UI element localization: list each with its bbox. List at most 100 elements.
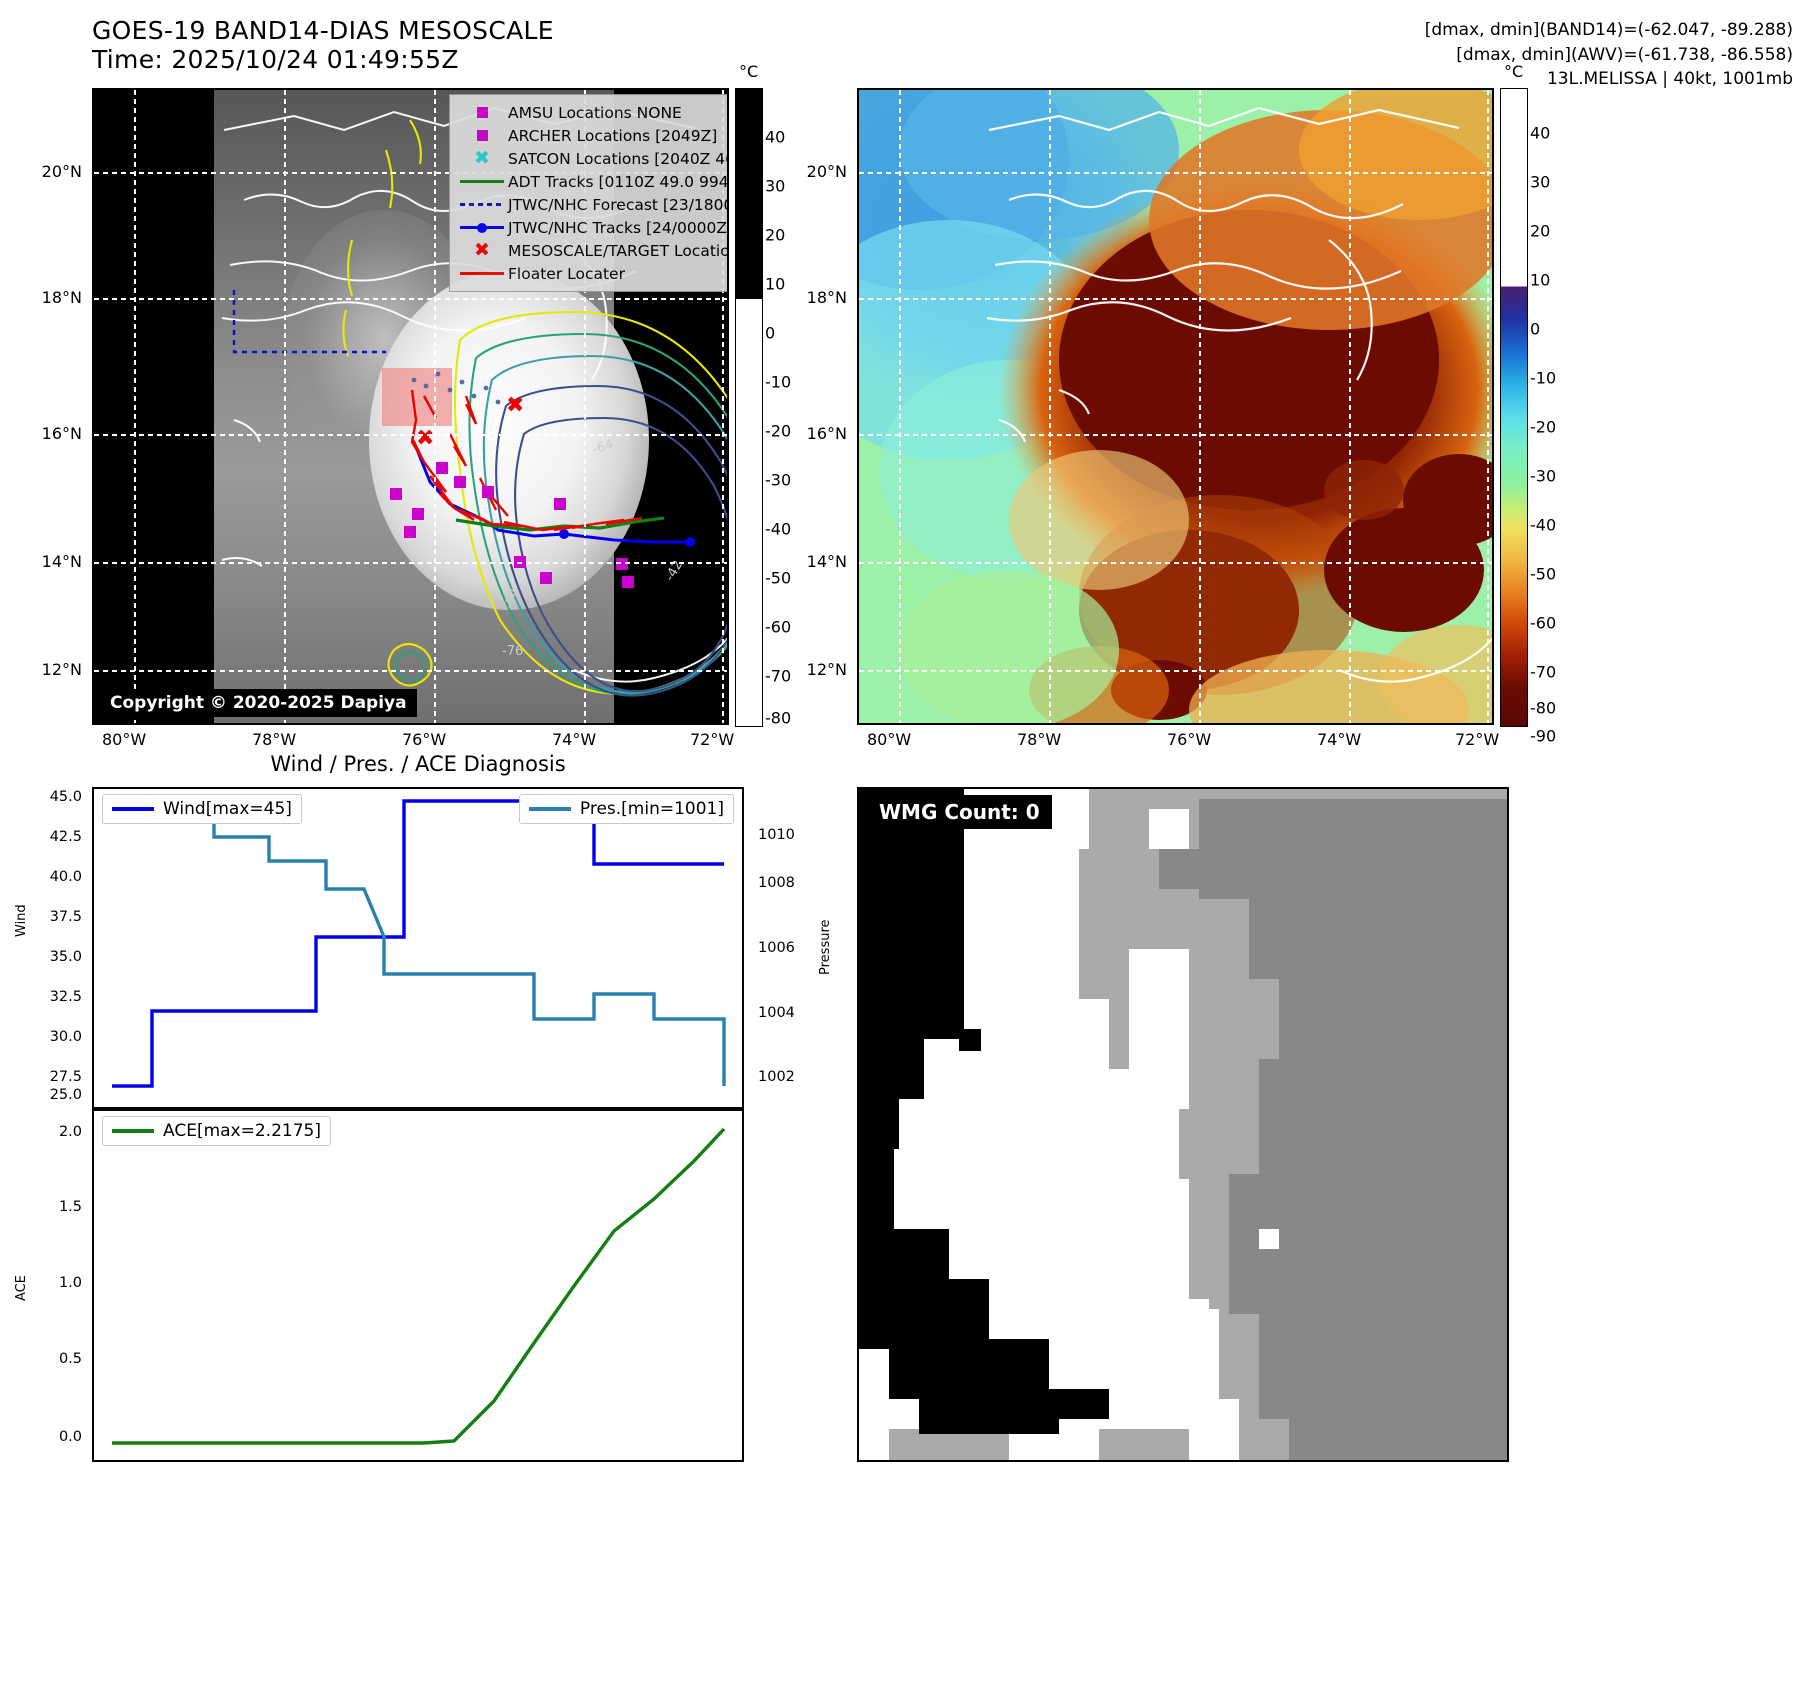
grid-line-horizontal: [859, 172, 1492, 174]
cb-tick: -50: [765, 568, 792, 588]
storm-track-paths: ✖ ✖: [232, 290, 695, 588]
cb-tick: -70: [1530, 662, 1557, 682]
legend-item[interactable]: AMSU Locations NONE: [456, 101, 727, 124]
legend-label: JTWC/NHC Tracks [24/0000Z]: [508, 218, 729, 237]
wv-coastline-paths: [986, 106, 1492, 683]
ace-legend-swatch: [112, 1129, 154, 1133]
amsu-square-icon: [456, 107, 508, 118]
legend-item[interactable]: JTWC/NHC Tracks [24/0000Z]: [456, 216, 729, 239]
wv-colorbar[interactable]: [1500, 88, 1528, 727]
ir-colorbar-group[interactable]: °C 40 30 20 10 0 -10 -20 -30 -40 -50 -60…: [735, 62, 791, 728]
wmg-count-badge: WMG Count: 0: [867, 795, 1052, 829]
y-tick: 1.0: [58, 1275, 82, 1291]
wind-pres-ace-title: Wind / Pres. / ACE Diagnosis: [270, 752, 566, 776]
legend-item[interactable]: ✖ SATCON Locations [2040Z 46 994]: [456, 147, 727, 170]
floater-line-icon: [456, 272, 508, 275]
wv-x-tick-labels: 80°W 78°W 76°W 74°W 72°W: [857, 730, 1499, 756]
mesoscale-x-icon: ✖: [474, 239, 490, 261]
legend-item[interactable]: JTWC/NHC Forecast [23/1800Z]: [456, 193, 729, 216]
amsu-location-points: [411, 371, 501, 405]
x-tick: 76°W: [402, 730, 447, 749]
pressure-y-axis: 1010 1008 1006 1004 1002 Pressure: [744, 787, 854, 1109]
wv-colorbar-unit-label: °C: [1504, 62, 1524, 81]
cb-tick: 10: [765, 274, 786, 294]
grid-line-vertical: [1349, 90, 1351, 723]
cb-tick: 10: [1530, 270, 1551, 290]
ir-colorbar-unit-label: °C: [739, 62, 759, 81]
ir-x-tick-labels: 80°W 78°W 76°W 74°W 72°W: [92, 730, 734, 756]
cb-tick: 40: [765, 127, 786, 147]
pressure-axis-title: Pressure: [818, 919, 833, 975]
y-tick: 12°N: [806, 660, 847, 679]
cb-tick: -60: [765, 617, 792, 637]
legend-label: ADT Tracks [0110Z 49.0 994.2]: [508, 172, 729, 191]
pressure-legend-label: Pres.[min=1001]: [579, 799, 724, 819]
ir-colorbar[interactable]: [735, 88, 763, 727]
y2-tick: 1008: [758, 875, 795, 891]
y-tick: 30.0: [49, 1029, 82, 1045]
cb-tick: 0: [1530, 319, 1541, 339]
grid-line-vertical: [1049, 90, 1051, 723]
wmg-classification-panel[interactable]: WMG Count: 0: [857, 787, 1509, 1462]
ace-y-axis: 2.0 1.5 1.0 0.5 0.0 ACE: [0, 1109, 92, 1462]
grid-line-vertical: [584, 90, 586, 723]
x-tick: 78°W: [1017, 730, 1062, 749]
x-tick: 78°W: [252, 730, 297, 749]
ir-map-legend[interactable]: AMSU Locations NONE ARCHER Locations [20…: [449, 94, 729, 292]
x-tick: 74°W: [1317, 730, 1362, 749]
ace-chart[interactable]: ACE[max=2.2175]: [92, 1109, 744, 1462]
ace-series-line: [112, 1127, 726, 1445]
wv-colorbar-group[interactable]: °C 40 30 20 10 0 -10 -20 -30 -40 -50 -60…: [1500, 62, 1556, 746]
y2-tick: 1004: [758, 1005, 795, 1021]
wmg-black-cells: [859, 789, 1109, 1434]
jtwc-nhc-track: [412, 441, 690, 544]
ir-satellite-image-panel[interactable]: -64 -54 -76 -42: [92, 88, 729, 725]
archer-square-icon: [456, 130, 508, 141]
grid-line-horizontal: [94, 298, 727, 300]
grid-line-vertical: [722, 90, 724, 723]
archer-location-markers: [390, 462, 634, 588]
cb-tick: -40: [1530, 515, 1557, 535]
adt-track: [455, 516, 665, 532]
ir-cloud-mass-primary: [369, 270, 649, 610]
y-tick: 14°N: [806, 552, 847, 571]
legend-item[interactable]: ADT Tracks [0110Z 49.0 994.2]: [456, 170, 729, 193]
cb-tick: 30: [765, 176, 786, 196]
y-tick: 0.5: [58, 1351, 82, 1367]
grid-line-vertical: [1199, 90, 1201, 723]
wmg-raster: [859, 789, 1507, 1460]
y-tick: 20°N: [806, 162, 847, 181]
cb-tick: 30: [1530, 172, 1551, 192]
y-tick: 18°N: [806, 288, 847, 307]
cb-tick: -20: [1530, 417, 1557, 437]
cb-tick: -80: [765, 708, 792, 728]
wind-pressure-plot: [112, 799, 726, 1088]
legend-item[interactable]: Floater Locater: [456, 262, 727, 285]
wv-satellite-image-panel[interactable]: [857, 88, 1494, 725]
y-tick: 1.5: [58, 1199, 82, 1215]
cb-tick: -20: [765, 421, 792, 441]
grid-line-horizontal: [859, 434, 1492, 436]
wind-pressure-chart[interactable]: Wind[max=45] Pres.[min=1001]: [92, 787, 744, 1109]
legend-item[interactable]: ✖ MESOSCALE/TARGET Location: [456, 239, 727, 262]
pressure-legend[interactable]: Pres.[min=1001]: [518, 794, 734, 824]
y-tick: 2.0: [58, 1124, 82, 1140]
grid-line-horizontal: [94, 172, 727, 174]
wind-legend[interactable]: Wind[max=45]: [102, 794, 302, 824]
wind-legend-swatch: [112, 807, 154, 811]
grid-line-vertical: [284, 90, 286, 723]
y2-tick: 1006: [758, 940, 795, 956]
y-tick: 0.0: [58, 1429, 82, 1445]
y-tick: 16°N: [806, 424, 847, 443]
y-tick: 40.0: [49, 869, 82, 885]
x-tick: 80°W: [867, 730, 912, 749]
pressure-series-line: [112, 809, 726, 1086]
ace-legend[interactable]: ACE[max=2.2175]: [102, 1116, 331, 1146]
y-tick: 37.5: [49, 909, 82, 925]
ir-colorbar-ticks: 40 30 20 10 0 -10 -20 -30 -40 -50 -60 -7…: [765, 88, 825, 728]
x-tick: 72°W: [1455, 730, 1500, 749]
legend-item[interactable]: ARCHER Locations [2049Z]: [456, 124, 727, 147]
satcon-x-icon: ✖: [474, 147, 490, 169]
legend-label: JTWC/NHC Forecast [23/1800Z]: [508, 195, 729, 214]
wind-legend-label: Wind[max=45]: [163, 799, 292, 819]
